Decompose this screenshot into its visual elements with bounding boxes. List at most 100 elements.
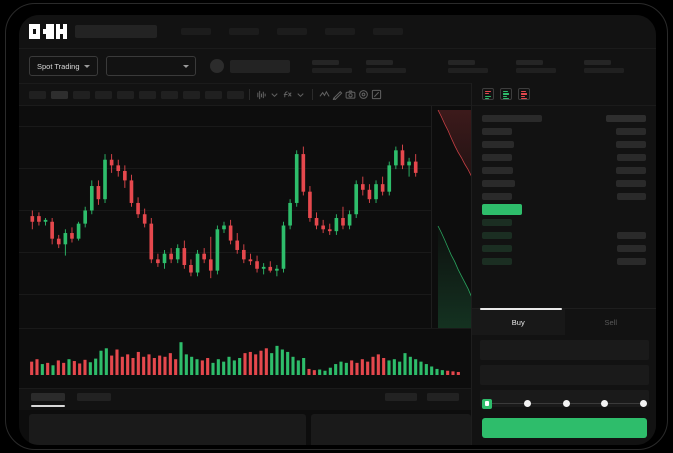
tab-order-history[interactable] xyxy=(77,393,111,401)
indicator-fx-icon[interactable] xyxy=(281,88,294,101)
orderbook-asks-icon[interactable] xyxy=(518,88,530,100)
nav-item-5[interactable] xyxy=(373,28,403,35)
orderbook-row-right xyxy=(617,258,646,265)
bottom-card-row xyxy=(19,410,471,445)
orderbook-row-left xyxy=(482,141,514,148)
orderbook-panel: Buy Sell xyxy=(471,83,656,445)
market-stat-5 xyxy=(583,59,624,73)
chevron-down-icon[interactable] xyxy=(268,88,281,101)
market-type-label: Spot Trading xyxy=(37,61,80,71)
volume-bar-chart[interactable] xyxy=(19,328,471,388)
timeframe-chip-9[interactable] xyxy=(205,90,222,99)
orderbook-row[interactable] xyxy=(482,203,646,216)
orderbook-bids-icon[interactable] xyxy=(500,88,512,100)
stat-label xyxy=(447,59,475,65)
submit-order-button[interactable] xyxy=(482,418,647,438)
orderbook-row-left xyxy=(482,258,512,265)
slider-step-dot-3[interactable] xyxy=(562,400,570,407)
volume-series xyxy=(30,342,460,375)
buy-sell-tabs: Buy Sell xyxy=(472,308,657,335)
timeframe-chip-7[interactable] xyxy=(161,90,178,99)
nav-item-3[interactable] xyxy=(277,28,307,35)
tab-action-1[interactable] xyxy=(385,393,417,401)
timeframe-chip-8[interactable] xyxy=(183,90,200,99)
slider-step-dot-4[interactable] xyxy=(601,400,609,407)
avatar xyxy=(209,59,224,73)
market-type-dropdown[interactable]: Spot Trading xyxy=(29,56,98,76)
orderbook-row[interactable] xyxy=(482,138,646,151)
slider-step-dot-2[interactable] xyxy=(523,400,531,407)
bottom-card-1[interactable] xyxy=(29,414,306,445)
nav-item-2[interactable] xyxy=(229,28,259,35)
orderbook-row[interactable] xyxy=(482,151,646,164)
drawing-tool-icon[interactable] xyxy=(331,88,344,101)
tab-label-placeholder xyxy=(31,393,65,401)
toolbar-divider xyxy=(249,89,250,100)
stat-label xyxy=(583,59,611,65)
search-input[interactable] xyxy=(75,25,157,38)
orderbook-row-left xyxy=(482,115,542,122)
order-entry-panel: Buy Sell xyxy=(472,308,656,445)
timeframe-chip-3[interactable] xyxy=(73,90,90,99)
tab-buy-label: Buy xyxy=(511,317,525,327)
orderbook-row-right xyxy=(616,141,646,148)
orderbook-row-left xyxy=(482,167,513,174)
timeframe-chip-4[interactable] xyxy=(95,90,112,99)
orderbook-row[interactable] xyxy=(482,229,646,242)
tab-open-orders[interactable] xyxy=(31,393,65,407)
trading-pair-select[interactable] xyxy=(105,56,196,76)
timeframe-chip-10[interactable] xyxy=(227,90,244,99)
logo-letter-o xyxy=(29,24,40,39)
stat-value xyxy=(515,67,556,73)
tab-sell[interactable]: Sell xyxy=(565,309,657,335)
candlestick-series xyxy=(30,144,418,279)
orderbook-row-left xyxy=(482,193,512,200)
settings-gear-icon[interactable] xyxy=(357,88,370,101)
candlestick-chart-icon[interactable] xyxy=(255,88,268,101)
timeframe-chip-5[interactable] xyxy=(117,90,134,99)
orderbook-row-right xyxy=(617,232,646,239)
market-stat-2 xyxy=(365,59,406,73)
nav-items-group xyxy=(181,28,403,35)
slider-step-dot-1[interactable] xyxy=(482,398,492,409)
orderbook-row[interactable] xyxy=(482,125,646,138)
orderbook-row[interactable] xyxy=(482,255,646,268)
chart-toolbar xyxy=(19,83,471,106)
active-tab-indicator xyxy=(31,405,65,407)
orderbook-row[interactable] xyxy=(482,164,646,177)
orderbook-row-left xyxy=(482,180,515,187)
chevron-down-icon[interactable] xyxy=(294,88,307,101)
okx-logo[interactable] xyxy=(29,24,67,39)
bottom-card-2[interactable] xyxy=(311,414,471,445)
orders-tab-actions xyxy=(385,393,471,401)
camera-icon[interactable] xyxy=(344,88,357,101)
timeframe-chips xyxy=(29,90,244,99)
amount-percent-slider[interactable] xyxy=(482,398,647,409)
timeframe-chip-2[interactable] xyxy=(51,90,68,99)
market-stat-3 xyxy=(447,59,488,73)
orderbook-row[interactable] xyxy=(482,190,646,203)
tab-buy[interactable]: Buy xyxy=(472,308,565,335)
order-amount-field[interactable] xyxy=(480,365,649,385)
account-summary[interactable] xyxy=(209,59,290,73)
timeframe-chip-6[interactable] xyxy=(139,90,156,99)
orderbook-row[interactable] xyxy=(482,242,646,255)
timeframe-chip-1[interactable] xyxy=(29,90,46,99)
orderbook-split-icon[interactable] xyxy=(482,88,494,100)
gridline xyxy=(19,168,471,169)
active-tab-indicator xyxy=(480,308,562,310)
nav-item-1[interactable] xyxy=(181,28,211,35)
orderbook-row[interactable] xyxy=(482,112,646,125)
toolbar-divider xyxy=(312,89,313,100)
fullscreen-icon[interactable] xyxy=(370,88,383,101)
orderbook-row[interactable] xyxy=(482,216,646,229)
orderbook-row-highlight xyxy=(482,204,522,215)
order-price-field[interactable] xyxy=(480,340,649,360)
price-candlestick-chart[interactable] xyxy=(19,106,471,328)
orderbook-row[interactable] xyxy=(482,177,646,190)
nav-item-4[interactable] xyxy=(325,28,355,35)
device-bezel: Spot Trading xyxy=(5,3,668,450)
tab-action-2[interactable] xyxy=(427,393,459,401)
line-chart-icon[interactable] xyxy=(318,88,331,101)
slider-step-dot-5[interactable] xyxy=(640,400,647,407)
